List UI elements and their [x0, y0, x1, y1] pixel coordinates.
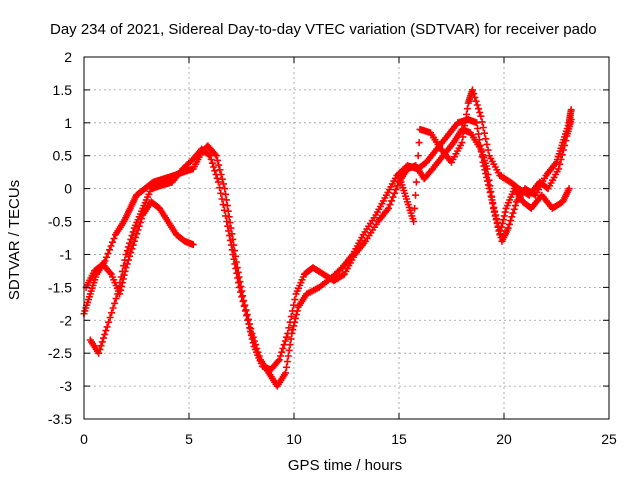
chart-title: Day 234 of 2021, Sidereal Day-to-day VTE… [50, 21, 597, 38]
y-tick-label: 1.5 [53, 82, 73, 98]
x-tick-label: 15 [391, 431, 407, 447]
y-axis-label: SDTVAR / TECUs [6, 180, 23, 300]
x-axis-label: GPS time / hours [288, 457, 402, 474]
plot-frame [83, 56, 610, 420]
y-tick-label: -3 [60, 378, 73, 394]
y-tick-label: -2 [60, 312, 73, 328]
x-tick-label: 20 [496, 431, 512, 447]
y-tick-label: 0.5 [53, 148, 73, 164]
y-tick-label: -2.5 [48, 345, 72, 361]
y-tick-label: -3.5 [48, 411, 72, 427]
series-track-4 [397, 86, 575, 225]
y-tick-label: 0 [64, 181, 72, 197]
y-tick-label: 1 [64, 115, 72, 131]
y-tick-label: 2 [64, 49, 72, 65]
x-tick-label: 5 [185, 431, 193, 447]
x-tick-label: 10 [286, 431, 302, 447]
y-tick-label: -1.5 [48, 279, 72, 295]
axis-ticks: 0 5 10 15 20 25 -3.5 -3 -2.5 -2 -1.5 -1 -0.5 0 0.5 1 1.5… [48, 49, 617, 447]
data-point-markers [397, 86, 575, 225]
x-tick-label: 25 [601, 431, 617, 447]
y-tick-label: -1 [60, 246, 73, 262]
y-tick-label: -0.5 [48, 214, 72, 230]
x-tick-label: 0 [80, 431, 88, 447]
